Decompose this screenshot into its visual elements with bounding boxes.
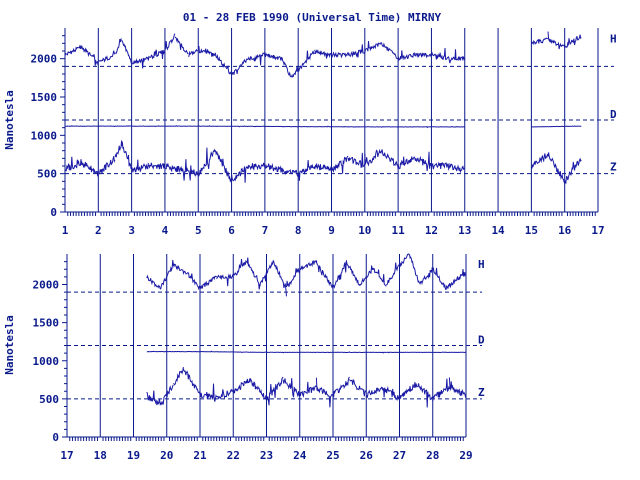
- x-tick-label: 22: [227, 449, 240, 462]
- x-tick-label: 29: [459, 449, 472, 462]
- series-label-z: Z: [478, 386, 485, 399]
- x-tick-label: 3: [128, 224, 135, 237]
- trace-d: [146, 350, 467, 354]
- series-label-h: H: [610, 32, 617, 45]
- x-tick-label: 12: [425, 224, 438, 237]
- x-tick-label: 14: [491, 224, 505, 237]
- y-tick-label: 500: [39, 393, 59, 406]
- x-tick-label: 5: [195, 224, 202, 237]
- panel-2: 17 18 19 20 21 22 23 24 25 26 27 28 29 0 500 1000 1500 20…: [33, 253, 485, 462]
- trace-z: [146, 367, 467, 408]
- x-tick-label: 27: [393, 449, 406, 462]
- x-tick-label: 28: [426, 449, 439, 462]
- x-tick-label: 25: [326, 449, 339, 462]
- x-tick-label: 26: [360, 449, 374, 462]
- series-label-d: D: [610, 108, 617, 121]
- x-tick-label: 18: [94, 449, 107, 462]
- x-tick-label: 10: [358, 224, 371, 237]
- y-tick-label: 2000: [31, 53, 58, 66]
- x-tick-label: 17: [591, 224, 604, 237]
- x-tick-label: 6: [228, 224, 235, 237]
- trace-d: [65, 125, 582, 129]
- series-label-h: H: [478, 258, 485, 271]
- panel-1: 1 2 3 4 5 6 7 8 9 10 11 12 13 14 15 16 17050010001500200…: [31, 28, 617, 237]
- x-tick-label: 11: [392, 224, 406, 237]
- x-tick-label: 17: [60, 449, 73, 462]
- x-tick-label: 15: [525, 224, 538, 237]
- x-tick-label: 2: [95, 224, 102, 237]
- x-tick-label: 1: [62, 224, 69, 237]
- chart-title: 01 - 28 FEB 1990 (Universal Time) MIRNY: [183, 11, 442, 24]
- x-tick-label: 9: [328, 224, 335, 237]
- x-tick-label: 19: [127, 449, 140, 462]
- y-tick-label: 1500: [33, 317, 60, 330]
- x-tick-label: 8: [295, 224, 302, 237]
- series-label-d: D: [478, 334, 485, 347]
- x-tick-label: 7: [262, 224, 269, 237]
- y-tick-label: 500: [37, 168, 57, 181]
- y-axis-label-top: Nanotesla: [3, 90, 16, 150]
- x-tick-label: 16: [558, 224, 572, 237]
- x-tick-label: 21: [193, 449, 207, 462]
- y-tick-label: 1000: [33, 355, 60, 368]
- trace-z: [64, 140, 582, 185]
- x-tick-label: 23: [260, 449, 273, 462]
- y-tick-label: 2000: [33, 279, 60, 292]
- series-label-z: Z: [610, 161, 617, 174]
- y-tick-label: 0: [52, 431, 59, 444]
- trace-h: [64, 31, 582, 78]
- y-axis-label-bottom: Nanotesla: [3, 315, 16, 375]
- x-tick-label: 20: [160, 449, 173, 462]
- x-tick-label: 4: [162, 224, 169, 237]
- x-tick-label: 24: [293, 449, 307, 462]
- y-tick-label: 0: [50, 206, 57, 219]
- y-tick-label: 1000: [31, 129, 58, 142]
- trace-h: [146, 253, 467, 297]
- x-tick-label: 13: [458, 224, 471, 237]
- y-tick-label: 1500: [31, 91, 58, 104]
